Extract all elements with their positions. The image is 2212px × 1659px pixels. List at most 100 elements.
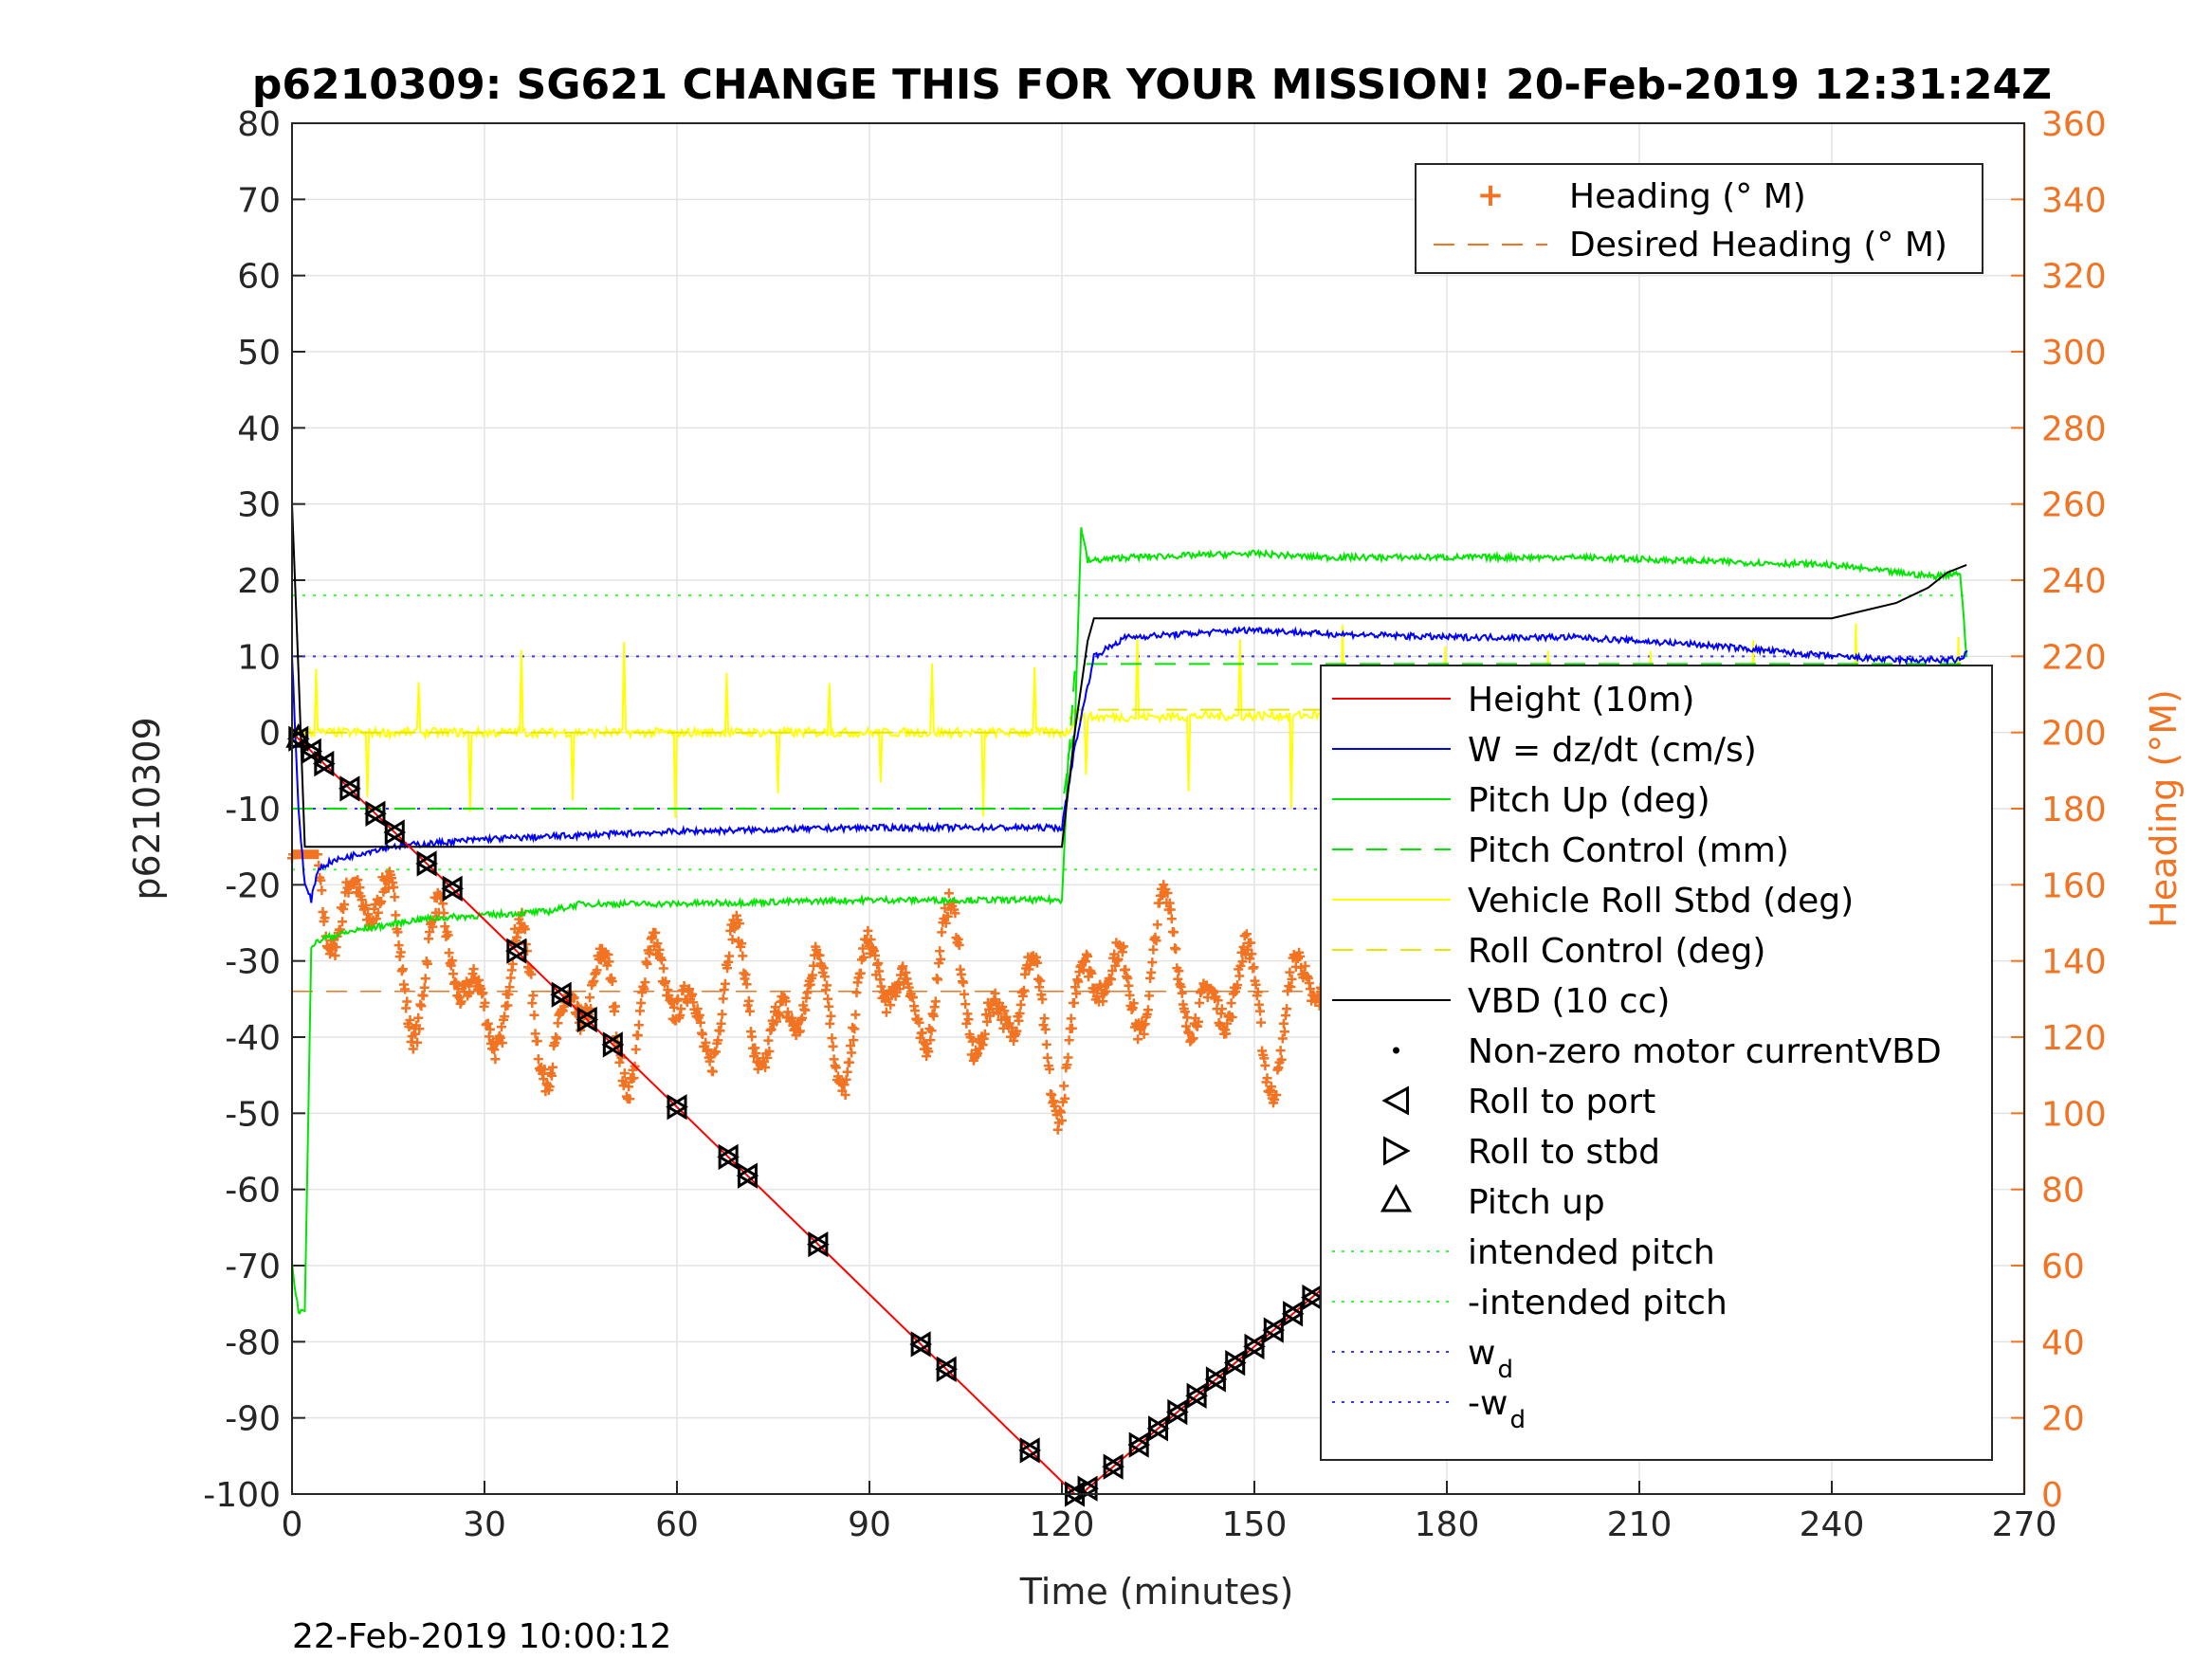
- y-tick-label-right: 320: [2041, 258, 2107, 297]
- roll-marker: [504, 938, 528, 964]
- roll-marker: [338, 775, 361, 802]
- roll-stbd-marker: [416, 850, 438, 877]
- roll-stbd-marker: [339, 775, 361, 802]
- roll-marker: [312, 750, 336, 777]
- x-tick-label: 120: [1030, 1505, 1095, 1544]
- roll-stbd-marker: [1244, 1333, 1266, 1360]
- roll-marker: [806, 1231, 830, 1258]
- roll-marker: [300, 738, 323, 765]
- legend-heading: + Heading (° M) Desired Heading (° M): [1415, 163, 1983, 274]
- roll-stbd-marker: [1283, 1301, 1305, 1327]
- roll-stbd-marker: [936, 1356, 959, 1382]
- series-pitch-up: [291, 527, 1968, 1315]
- roll-stbd-marker: [1019, 1437, 1042, 1464]
- x-tick-label: 270: [1992, 1505, 2057, 1544]
- roll-marker: [1281, 1301, 1305, 1327]
- legend-sample: [1380, 1183, 1413, 1212]
- legend-main: Height (10m) W = dz/dt (cm/s) Pitch Up (de…: [1320, 665, 1993, 1461]
- legend-sample: [1383, 1136, 1411, 1166]
- legend-label: Height (10m): [1468, 681, 1694, 720]
- y-tick-label-left: -50: [225, 1095, 281, 1134]
- y-tick-label-left: -20: [225, 866, 281, 905]
- roll-stbd-marker: [1148, 1415, 1170, 1442]
- roll-marker: [1127, 1431, 1151, 1458]
- roll-marker: [1146, 1415, 1170, 1442]
- timestamp: 22-Feb-2019 10:00:12: [292, 1617, 671, 1656]
- legend-label: Pitch up: [1468, 1183, 1605, 1222]
- y-tick-label-right: 200: [2041, 715, 2107, 754]
- legend-label: Non-zero motor currentVBD: [1468, 1032, 1942, 1071]
- roll-marker: [736, 1162, 759, 1189]
- y-tick-label-right: 160: [2041, 866, 2107, 905]
- y-tick-label-right: 120: [2041, 1019, 2107, 1058]
- legend-label: Pitch Control (mm): [1468, 831, 1789, 870]
- roll-stbd-marker: [576, 1006, 599, 1033]
- legend-label: intended pitch: [1468, 1233, 1715, 1272]
- y-tick-label-right: 240: [2041, 562, 2107, 601]
- series-vbd: [291, 503, 1967, 848]
- x-tick-label: 0: [282, 1505, 303, 1544]
- y-tick-label-right: 220: [2041, 638, 2107, 677]
- y-tick-label-right: 20: [2041, 1400, 2085, 1439]
- y-ticks-right: 3603403203002802602402202001801601401201…: [2011, 105, 2107, 1515]
- roll-stbd-marker: [314, 750, 336, 777]
- roll-stbd-marker: [442, 875, 465, 902]
- y-axis-label-right: Heading (°M): [2143, 689, 2185, 928]
- x-tick-label: 90: [848, 1505, 891, 1544]
- x-tick-label: 150: [1222, 1505, 1288, 1544]
- roll-marker: [935, 1356, 959, 1382]
- roll-marker: [909, 1331, 933, 1358]
- legend-sample: [1393, 1047, 1399, 1054]
- y-tick-label-right: 0: [2041, 1476, 2063, 1515]
- roll-marker: [550, 981, 574, 1008]
- roll-marker: [1243, 1333, 1266, 1360]
- roll-stbd-marker: [1103, 1453, 1125, 1480]
- legend-heading-label: Heading (° M): [1569, 177, 1806, 216]
- legend-label-subscript: d: [1497, 1356, 1513, 1384]
- y-tick-label-left: -60: [225, 1172, 281, 1211]
- y-tick-label-left: 10: [237, 638, 281, 677]
- roll-stbd-marker: [602, 1031, 625, 1058]
- y-tick-label-left: 40: [237, 410, 281, 448]
- roll-stbd-marker: [667, 1094, 688, 1121]
- pitch-up-marker: [285, 723, 312, 748]
- roll-marker: [1165, 1398, 1189, 1426]
- y-tick-label-left: 70: [237, 181, 281, 220]
- y-tick-label-left: 20: [237, 562, 281, 601]
- legend-label: Roll to stbd: [1468, 1133, 1660, 1172]
- roll-stbd-marker: [365, 800, 387, 827]
- series-pitch-control: [292, 663, 1967, 810]
- y-tick-label-left: -80: [225, 1323, 281, 1362]
- roll-marker: [415, 850, 438, 877]
- legend-heading-box: [1415, 163, 1983, 274]
- x-tick-label: 180: [1415, 1505, 1480, 1544]
- roll-marker: [717, 1143, 740, 1171]
- x-tick-label: 60: [655, 1505, 699, 1544]
- legend-label: W = dz/dt (cm/s): [1468, 731, 1757, 770]
- y-tick-label-left: -30: [225, 943, 281, 982]
- roll-marker: [1262, 1317, 1286, 1343]
- roll-stbd-marker: [737, 1162, 759, 1189]
- y-tick-label-left: -70: [225, 1248, 281, 1286]
- roll-stbd-marker: [1302, 1284, 1324, 1311]
- roll-marker: [601, 1031, 625, 1058]
- roll-marker: [441, 875, 465, 902]
- y-tick-label-left: 0: [259, 715, 281, 754]
- x-tick-label: 240: [1800, 1505, 1865, 1544]
- x-axis-label: Time (minutes): [1019, 1571, 1294, 1613]
- x-tick-label: 210: [1607, 1505, 1673, 1544]
- y-tick-label-right: 180: [2041, 791, 2107, 830]
- chart-title: p6210309: SG621 CHANGE THIS FOR YOUR MIS…: [252, 61, 2052, 109]
- roll-stbd-marker: [288, 725, 310, 752]
- roll-marker: [1102, 1453, 1125, 1480]
- y-tick-label-right: 80: [2041, 1172, 2085, 1211]
- legend-label: Pitch Up (deg): [1468, 781, 1710, 820]
- y-tick-label-left: 80: [237, 105, 281, 144]
- y-tick-label-left: -40: [225, 1019, 281, 1058]
- roll-stbd-marker: [1263, 1317, 1286, 1343]
- roll-marker: [286, 725, 310, 752]
- roll-stbd-marker: [1225, 1350, 1247, 1376]
- roll-marker: [666, 1094, 688, 1121]
- legend-label: w: [1468, 1334, 1495, 1373]
